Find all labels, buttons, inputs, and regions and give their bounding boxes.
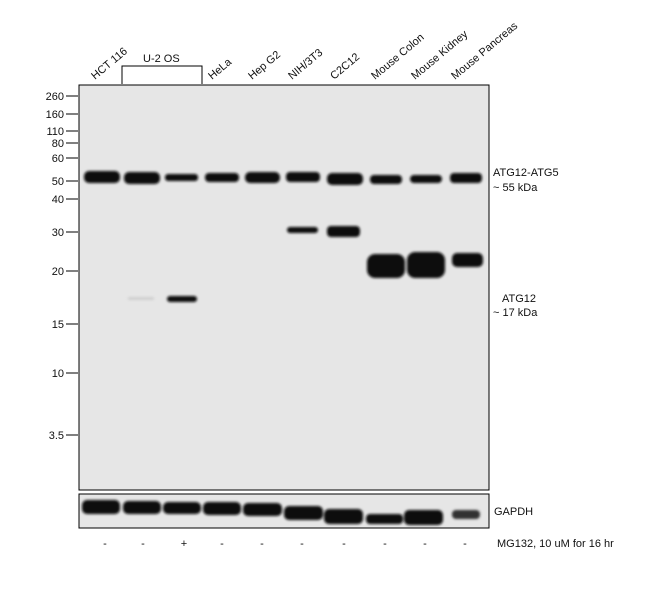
lane-label: HeLa	[206, 56, 235, 83]
lane-label: HCT 116	[89, 45, 130, 82]
group-label: U-2 OS	[143, 53, 180, 65]
lane-label: Hep G2	[246, 49, 283, 83]
treatment-signs: - - + - - - - - - -	[103, 538, 467, 550]
marker-label: 20	[52, 266, 64, 278]
marker-label: 15	[52, 319, 64, 331]
treatment-sign: -	[220, 538, 224, 550]
group-bracket	[121, 65, 203, 84]
treatment-sign: -	[383, 538, 387, 550]
lane-label: Mouse Pancreas	[449, 20, 520, 83]
marker-label: 260	[46, 91, 64, 103]
lane-label: C2C12	[328, 51, 362, 82]
band-name: ATG12	[502, 293, 536, 305]
lane-label: NIH/3T3	[286, 47, 325, 83]
band-size: ~ 17 kDa	[493, 307, 538, 319]
treatment-sign: -	[103, 538, 107, 550]
treatment-sign: -	[342, 538, 346, 550]
band-size: ~ 55 kDa	[493, 182, 538, 194]
marker-label: 60	[52, 153, 64, 165]
treatment-sign: -	[260, 538, 264, 550]
loading-control-label: GAPDH	[494, 506, 533, 518]
treatment-label: MG132, 10 uM for 16 hr	[497, 538, 614, 550]
marker-label: 50	[52, 176, 64, 188]
marker-label: 3.5	[49, 430, 64, 442]
marker-label: 110	[46, 126, 64, 138]
marker-label: 40	[52, 194, 64, 206]
treatment-sign: -	[300, 538, 304, 550]
treatment-sign: +	[181, 538, 187, 550]
treatment-sign: -	[423, 538, 427, 550]
marker-label: 10	[52, 368, 64, 380]
marker-label: 80	[52, 138, 64, 150]
bands	[82, 171, 483, 525]
lane-labels: HCT 116 HeLa Hep G2 NIH/3T3 C2C12 Mouse Colon…	[89, 20, 520, 83]
treatment-sign: -	[463, 538, 467, 550]
treatment-sign: -	[141, 538, 145, 550]
band-name: ATG12-ATG5	[493, 167, 559, 179]
marker-label: 30	[52, 227, 64, 239]
marker-label: 160	[46, 109, 64, 121]
main-blot	[78, 84, 490, 491]
